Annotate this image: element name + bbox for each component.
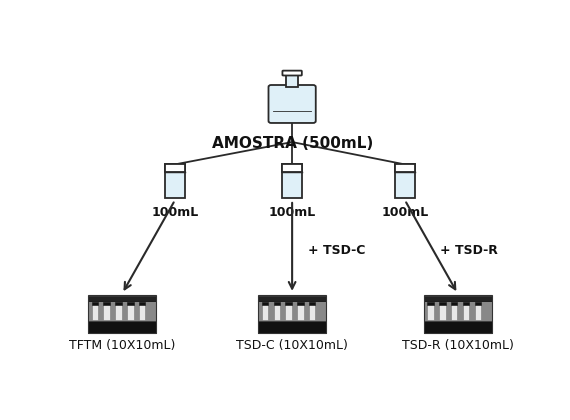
Bar [258, 301, 327, 321]
Bar [286, 302, 292, 320]
Bar [104, 302, 110, 320]
Bar [274, 302, 280, 320]
Bar [165, 164, 185, 172]
Bar [127, 302, 133, 320]
Bar [127, 302, 133, 305]
Text: TSD-R (10X10mL): TSD-R (10X10mL) [402, 339, 514, 352]
Bar [439, 302, 446, 320]
Bar [424, 301, 492, 321]
Bar [92, 302, 98, 305]
Text: 100mL: 100mL [381, 207, 429, 219]
Text: TSD-C (10X10mL): TSD-C (10X10mL) [236, 339, 348, 352]
Bar [258, 297, 327, 301]
Bar [424, 321, 492, 333]
Bar [424, 295, 492, 333]
Text: 100mL: 100mL [268, 207, 316, 219]
FancyBboxPatch shape [268, 85, 316, 123]
Text: 100mL: 100mL [152, 207, 199, 219]
Bar [286, 75, 299, 87]
Bar [439, 302, 446, 305]
FancyBboxPatch shape [282, 71, 302, 76]
Bar [104, 302, 110, 305]
Text: + TSD-C: + TSD-C [308, 244, 365, 257]
Bar [309, 302, 315, 320]
Bar [258, 321, 327, 333]
Bar [451, 302, 458, 320]
Bar [297, 302, 304, 320]
Bar [282, 164, 302, 172]
Bar [463, 302, 469, 305]
Text: AMOSTRA (500mL): AMOSTRA (500mL) [211, 136, 373, 151]
Bar [286, 302, 292, 305]
Bar [309, 302, 315, 305]
Bar [258, 295, 327, 333]
Bar [428, 302, 434, 320]
Bar [115, 302, 122, 320]
Bar [428, 302, 434, 305]
Bar [394, 164, 415, 172]
Bar [88, 297, 156, 301]
Bar [165, 164, 185, 198]
Bar [139, 302, 145, 305]
Bar [88, 321, 156, 333]
Text: TFTM (10X10mL): TFTM (10X10mL) [69, 339, 175, 352]
Bar [282, 164, 302, 198]
Bar [262, 302, 268, 320]
Bar [262, 302, 268, 305]
Bar [297, 302, 304, 305]
Bar [88, 301, 156, 321]
Bar [88, 295, 156, 333]
Bar [92, 302, 98, 320]
Bar [424, 297, 492, 301]
Bar [274, 302, 280, 305]
Bar [475, 302, 481, 320]
Bar [475, 302, 481, 305]
Bar [115, 302, 122, 305]
Bar [463, 302, 469, 320]
Bar [394, 164, 415, 198]
Bar [451, 302, 458, 305]
Text: + TSD-R: + TSD-R [440, 244, 498, 257]
Bar [139, 302, 145, 320]
